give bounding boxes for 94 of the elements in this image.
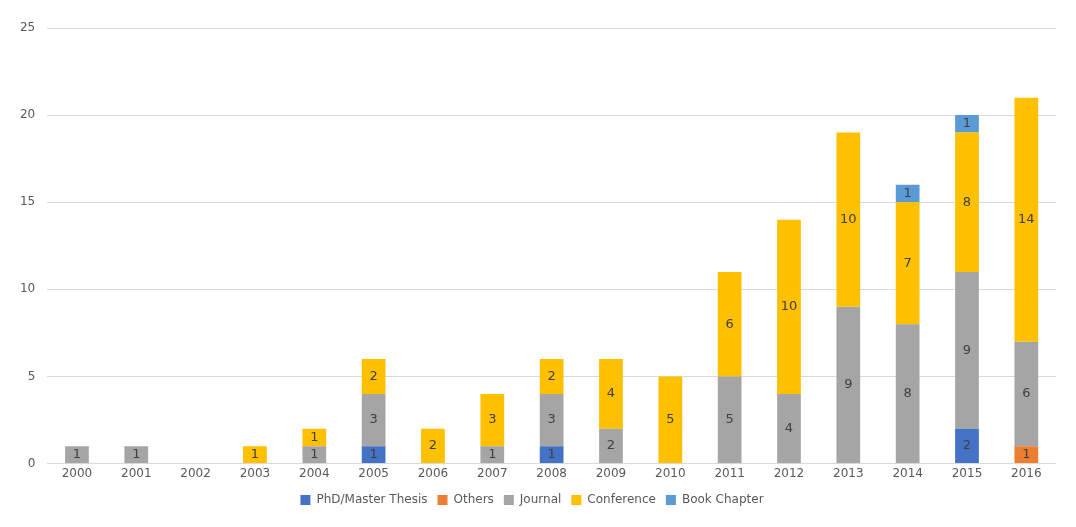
data-label: 1 [547, 446, 556, 462]
bar [895, 202, 920, 325]
data-label: 1 [132, 446, 141, 462]
x-tick-label: 2013 [833, 465, 864, 480]
data-label: 9 [844, 376, 853, 392]
data-label: 1 [310, 428, 319, 444]
data-label: 2 [547, 367, 556, 383]
legend-label: PhD/Master Thesis [316, 492, 428, 507]
bar [1014, 446, 1039, 464]
bar [539, 393, 564, 447]
x-tick-label: 2016 [1011, 465, 1042, 480]
y-tick-label: 10 [19, 281, 36, 296]
bar [658, 376, 683, 464]
bar [895, 324, 920, 464]
x-tick-label: 2007 [477, 465, 508, 480]
x-tick-label: 2011 [714, 465, 745, 480]
data-label: 10 [840, 211, 857, 227]
data-label: 8 [962, 193, 972, 209]
bar [955, 132, 979, 272]
x-tick-label: 2006 [417, 465, 449, 480]
data-label: 6 [1022, 385, 1031, 401]
y-tick-label: 5 [27, 368, 36, 383]
bar [955, 115, 979, 133]
bar [302, 446, 327, 464]
data-label: 2 [962, 437, 972, 453]
data-label: 1 [250, 446, 260, 462]
data-label: 2 [606, 437, 616, 453]
data-label: 2 [428, 437, 438, 453]
data-label: 9 [962, 341, 972, 357]
data-label: 5 [666, 411, 675, 427]
bar [777, 393, 801, 464]
data-label: 4 [784, 419, 794, 435]
data-label: 1 [1022, 446, 1031, 462]
data-label: 2 [369, 367, 378, 383]
bar [895, 184, 920, 203]
bar [599, 428, 623, 464]
data-label: 5 [725, 411, 734, 427]
bar [955, 271, 979, 429]
data-label: 8 [903, 385, 912, 401]
y-tick-label: 20 [19, 107, 36, 122]
x-tick-label: 2012 [773, 465, 805, 480]
x-tick-label: 2010 [655, 465, 686, 480]
data-label: 1 [903, 184, 912, 200]
y-tick-label: 25 [19, 20, 36, 35]
data-label: 1 [488, 446, 497, 462]
bar [361, 393, 386, 447]
x-tick-label: 2009 [595, 465, 627, 480]
x-tick-label: 2001 [121, 465, 152, 480]
legend-label: Book Chapter [681, 492, 764, 507]
x-tick-label: 2002 [180, 465, 211, 480]
data-label: 10 [780, 298, 798, 314]
data-label: 6 [725, 315, 734, 331]
bar [836, 306, 861, 464]
data-label: 3 [369, 411, 378, 427]
x-tick-label: 2004 [299, 465, 330, 480]
bar [361, 446, 386, 464]
legend-label: Journal [518, 492, 562, 507]
data-label: 1 [310, 446, 319, 462]
x-tick-label: 2014 [892, 465, 923, 480]
x-tick-label: 2003 [239, 465, 271, 480]
bar [361, 359, 386, 394]
bar [124, 446, 149, 464]
bar [302, 428, 327, 447]
data-label: 1 [369, 446, 378, 462]
bar [539, 359, 564, 394]
legend-label: Others [453, 492, 494, 507]
bar [539, 446, 564, 464]
x-tick-label: 2008 [536, 465, 567, 480]
data-label: 14 [1018, 211, 1035, 227]
bar [421, 428, 445, 464]
bar [836, 132, 861, 307]
bar [243, 446, 267, 464]
data-label: 1 [962, 115, 972, 131]
data-label: 1 [72, 446, 82, 462]
bar [717, 376, 742, 464]
bar [480, 393, 505, 447]
bar [717, 271, 742, 377]
bar [65, 446, 89, 464]
x-tick-label: 2000 [61, 465, 93, 480]
bar [955, 428, 979, 464]
data-label: 7 [903, 254, 912, 270]
data-label: 3 [488, 411, 497, 427]
data-label: 4 [606, 385, 616, 401]
x-tick-label: 2005 [358, 465, 389, 480]
bar [480, 446, 505, 464]
y-tick-label: 0 [27, 455, 36, 470]
bar [1014, 97, 1039, 342]
bar [599, 359, 623, 429]
bar [777, 219, 801, 394]
data-label: 3 [547, 411, 556, 427]
legend-label: Conference [587, 492, 656, 507]
bar [1014, 341, 1039, 447]
y-tick-label: 15 [19, 194, 36, 209]
x-tick-label: 2015 [951, 465, 983, 480]
